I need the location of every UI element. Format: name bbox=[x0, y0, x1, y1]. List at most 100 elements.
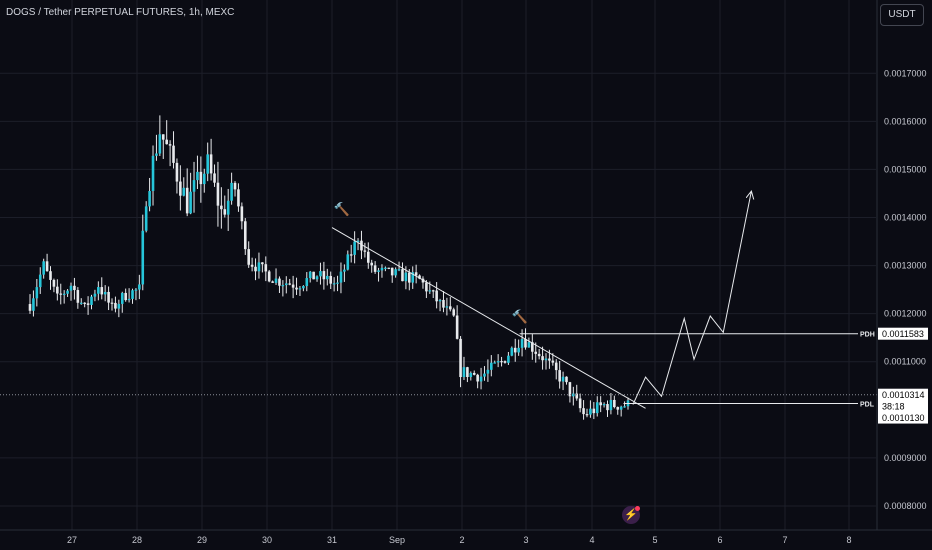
candle-body bbox=[103, 291, 107, 295]
pdh-price-badge: 0.0011583 bbox=[882, 329, 924, 339]
candle-body bbox=[493, 362, 497, 364]
y-tick-label: 0.0015000 bbox=[884, 164, 927, 174]
candle-body bbox=[479, 376, 483, 382]
candle-body bbox=[93, 293, 97, 297]
candle-body bbox=[609, 399, 613, 411]
time-axis[interactable] bbox=[0, 530, 932, 550]
candle-body bbox=[315, 276, 319, 280]
y-tick-label: 0.0014000 bbox=[884, 213, 927, 223]
candle-body bbox=[189, 191, 192, 214]
candle-body bbox=[449, 306, 452, 310]
candle-body bbox=[476, 374, 479, 382]
y-tick-label: 0.0017000 bbox=[884, 68, 927, 78]
candle-body bbox=[483, 373, 486, 377]
candle-body bbox=[107, 291, 110, 303]
candle-body bbox=[343, 269, 346, 272]
candle-body bbox=[97, 287, 100, 294]
candle-body bbox=[377, 270, 380, 272]
candle-body bbox=[384, 267, 387, 269]
candle-body bbox=[592, 408, 596, 414]
candle-body bbox=[380, 267, 384, 271]
candle-body bbox=[267, 271, 271, 282]
candle-body bbox=[151, 155, 155, 192]
notification-dot bbox=[635, 506, 640, 511]
candle-body bbox=[56, 286, 59, 294]
candle-body bbox=[168, 144, 172, 146]
candle-body bbox=[575, 393, 579, 399]
candle-body bbox=[131, 290, 134, 299]
candle-body bbox=[602, 404, 606, 406]
candle-body bbox=[32, 298, 35, 311]
candle-body bbox=[445, 306, 449, 308]
candle-body bbox=[527, 342, 531, 348]
candle-body bbox=[339, 271, 343, 283]
countdown-label: 38:18 bbox=[882, 402, 905, 412]
candle-body bbox=[264, 264, 268, 272]
candle-body bbox=[257, 262, 261, 272]
candle-body bbox=[114, 302, 117, 309]
candle-body bbox=[185, 187, 189, 214]
candle-body bbox=[435, 290, 438, 302]
pdh-price-badge-bg bbox=[878, 327, 928, 340]
candle-body bbox=[59, 293, 63, 295]
candle-body bbox=[312, 271, 315, 280]
candle-body bbox=[418, 275, 421, 279]
candle-body bbox=[237, 189, 240, 207]
candle-body bbox=[387, 267, 391, 269]
candle-body bbox=[38, 274, 42, 288]
candle-body bbox=[520, 339, 524, 348]
candle-body bbox=[281, 285, 285, 287]
live-events-icon[interactable]: ⚡ bbox=[622, 506, 640, 524]
candle-body bbox=[336, 282, 339, 284]
candle-body bbox=[319, 271, 322, 277]
candle-body bbox=[619, 406, 623, 410]
candle-body bbox=[595, 402, 599, 414]
candle-body bbox=[288, 283, 292, 285]
candle-body bbox=[414, 272, 418, 276]
candle-body bbox=[325, 275, 329, 280]
candle-body bbox=[271, 281, 274, 283]
candle-body bbox=[513, 347, 517, 353]
candle-body bbox=[192, 180, 196, 192]
candle-body bbox=[544, 358, 548, 361]
candle-body bbox=[466, 367, 469, 378]
candle-body bbox=[585, 414, 589, 416]
candle-body bbox=[230, 182, 233, 201]
projection-path[interactable] bbox=[632, 192, 751, 405]
candle-body bbox=[158, 134, 162, 154]
y-tick-label: 0.0008000 bbox=[884, 501, 927, 511]
candle-body bbox=[52, 279, 56, 287]
candle-body bbox=[243, 221, 247, 250]
candle-body bbox=[240, 206, 244, 222]
candle-body bbox=[332, 283, 336, 285]
x-tick-label: 27 bbox=[67, 535, 77, 545]
candle-body bbox=[86, 303, 90, 305]
candle-body bbox=[496, 361, 500, 363]
candle-body bbox=[373, 265, 377, 272]
hammer-icon: 🔨 bbox=[512, 309, 528, 324]
candle-body bbox=[390, 267, 394, 276]
candle-body bbox=[486, 369, 490, 374]
candle-body bbox=[134, 289, 138, 291]
x-tick-label: 2 bbox=[459, 535, 464, 545]
candle-body bbox=[346, 254, 350, 270]
pdl-price-badge: 0.0010130 bbox=[882, 413, 925, 423]
candle-body bbox=[155, 153, 158, 156]
candle-body bbox=[616, 407, 620, 410]
candle-body bbox=[120, 292, 124, 304]
candle-body bbox=[247, 249, 250, 265]
y-tick-label: 0.0013000 bbox=[884, 261, 927, 271]
candle-body bbox=[206, 154, 209, 174]
candle-body bbox=[308, 271, 312, 279]
trendline[interactable] bbox=[331, 227, 646, 409]
candle-body bbox=[298, 288, 302, 290]
candle-body bbox=[469, 372, 473, 378]
candle-body bbox=[284, 283, 288, 286]
currency-button[interactable]: USDT bbox=[880, 4, 924, 26]
candle-body bbox=[124, 292, 127, 301]
candle-body bbox=[397, 269, 401, 271]
price-axis[interactable] bbox=[877, 0, 932, 550]
candle-body bbox=[305, 278, 309, 287]
candle-body bbox=[175, 162, 179, 182]
